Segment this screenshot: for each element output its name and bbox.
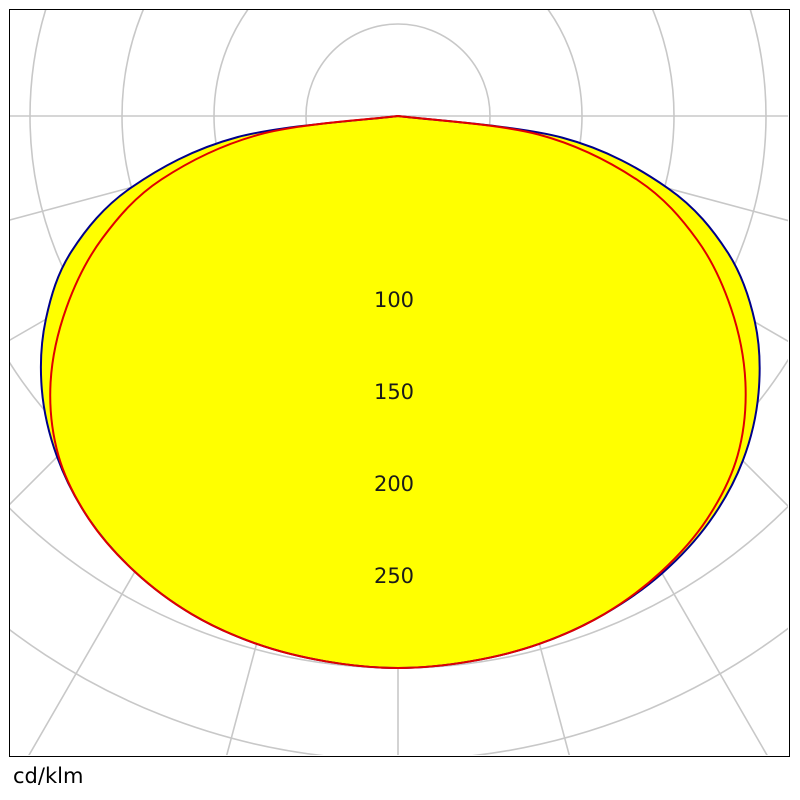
polar-plot-canvas: 100 150 200 250 — [10, 10, 788, 755]
radial-tick-labels: 100 150 200 250 — [374, 288, 414, 588]
curve-c90-c270 — [49, 115, 747, 669]
plot-frame: 100 150 200 250 — [9, 9, 790, 757]
luminous-fill-region — [40, 116, 760, 668]
radial-tick-label-150: 150 — [374, 380, 414, 404]
unit-label: cd/klm — [13, 764, 84, 788]
radial-tick-label-100: 100 — [374, 288, 414, 312]
radial-tick-label-200: 200 — [374, 472, 414, 496]
radial-tick-label-250: 250 — [374, 564, 414, 588]
